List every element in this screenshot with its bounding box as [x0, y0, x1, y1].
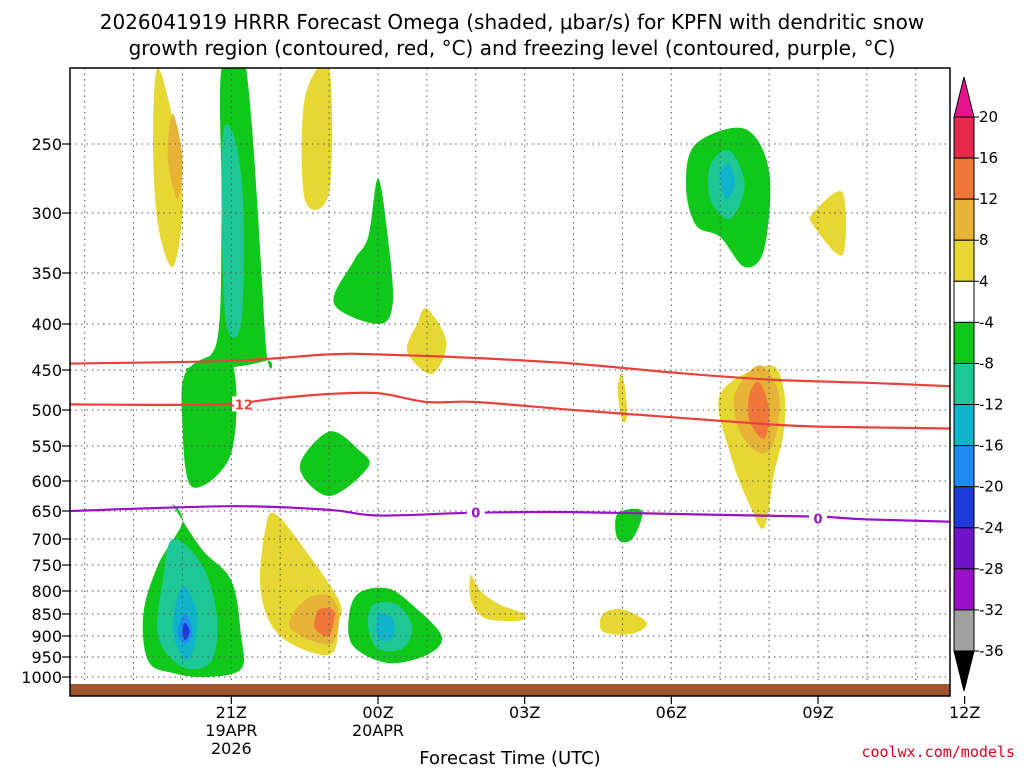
colorbar-bin [953, 486, 975, 529]
x-tick-label: 06Z [656, 703, 687, 722]
shaded-green-665 [615, 508, 643, 543]
colorbar-bin [953, 198, 975, 241]
contour-label-minus12-bg [232, 396, 251, 412]
colorbar-label: -4 [979, 313, 994, 331]
contour-label-minus12: -12 [229, 398, 253, 413]
colorbar-label: 20 [979, 108, 998, 126]
colorbar-label: 4 [979, 272, 989, 290]
colorbar-bin [953, 527, 975, 570]
colorbar-label: -20 [979, 478, 1004, 496]
shaded-teal-top-right [720, 163, 736, 200]
shaded-cyan-low-mid [376, 612, 395, 641]
colorbar-bin [953, 116, 975, 159]
y-tick-label: 800 [31, 582, 62, 601]
x-tick-label: 20APR [352, 721, 404, 740]
colorbar-bin [953, 239, 975, 282]
shaded-yellow-870 [599, 608, 648, 635]
colorbar-label: -8 [979, 354, 994, 372]
y-tick-label: 550 [31, 437, 62, 456]
contour-lines: -12 0 0 [70, 352, 950, 527]
colorbar-bin [953, 404, 975, 447]
colorbar-bin [953, 568, 975, 611]
colorbar-bin [953, 445, 975, 488]
colorbar-label: -24 [979, 519, 1004, 537]
colorbar-bin [953, 321, 975, 364]
shaded-yellow-820 [469, 575, 527, 622]
colorbar-bin [953, 157, 975, 200]
shaded-yellow-top-right [809, 190, 847, 256]
y-tick-label: 950 [31, 648, 62, 667]
colorbar-label: 16 [979, 149, 998, 167]
x-tick-label: 19APR [205, 721, 257, 740]
x-tick-label: 12Z [949, 703, 980, 722]
colorbar-label: -12 [979, 396, 1004, 414]
colorbar-top-arrow [953, 76, 975, 118]
y-tick-label: 900 [31, 627, 62, 646]
y-tick-label: 650 [31, 502, 62, 521]
contour-label-zero-2: 0 [813, 512, 822, 527]
contour-label-zero-1-bg [466, 504, 485, 520]
y-tick-label: 400 [31, 315, 62, 334]
colorbar-label: 12 [979, 190, 998, 208]
shaded-yellow-upper-left [153, 68, 183, 268]
contour-dgz-12c-lower [70, 391, 950, 430]
x-tick-label: 09Z [802, 703, 833, 722]
shaded-orange-upper-left [167, 113, 183, 200]
contour-freezing-level-0c [70, 505, 950, 523]
contour-dgz-12c-upper [70, 352, 950, 388]
terrain-band [70, 684, 950, 696]
y-axis-pressure: 250 300 350 400 450 500 550 600 650 700 750 800 850 9… [21, 135, 70, 687]
y-tick-label: 300 [31, 204, 62, 223]
x-tick-label: 21Z [216, 703, 247, 722]
y-tick-label: 750 [31, 556, 62, 575]
contour-label-zero-2-bg [809, 510, 827, 526]
x-axis-title: Forecast Time (UTC) [419, 748, 600, 768]
y-tick-label: 450 [31, 361, 62, 380]
colorbar-label: -16 [979, 437, 1004, 455]
terrain-rect [70, 684, 950, 696]
shaded-green-330 [333, 178, 394, 324]
credit-text: coolwx.com/models [861, 743, 1015, 761]
x-tick-label: 03Z [509, 703, 540, 722]
omega-colorbar: 20 16 12 8 4 -4 -8 -12 -16 -20 -24 -28 -32 -36 [953, 76, 1004, 692]
x-tick-label: 00Z [362, 703, 393, 722]
y-tick-label: 700 [31, 530, 62, 549]
shaded-band-cyan-core [221, 124, 244, 338]
plot-grid [70, 68, 950, 684]
shaded-green-570 [299, 431, 370, 496]
plot-frame [69, 67, 951, 697]
colorbar-label: -36 [979, 642, 1004, 660]
y-tick-label: 350 [31, 264, 62, 283]
colorbar-label: -32 [979, 601, 1004, 619]
shaded-band-green-mid [181, 354, 237, 488]
y-tick-label: 500 [31, 401, 62, 420]
colorbar-label: -28 [979, 560, 1004, 578]
omega-shaded-fields [142, 68, 847, 678]
chart-title-line2: growth region (contoured, red, °C) and f… [129, 36, 896, 60]
colorbar-bottom-arrow [953, 650, 975, 692]
y-tick-label: 1000 [21, 668, 62, 687]
shaded-yellow-410 [406, 308, 447, 375]
colorbar-bin [953, 609, 975, 652]
y-tick-label: 600 [31, 472, 62, 491]
colorbar-bin [953, 362, 975, 406]
colorbar-bin [953, 280, 975, 323]
x-tick-label: 2026 [211, 739, 252, 758]
chart-title-line1: 2026041919 HRRR Forecast Omega (shaded, … [100, 10, 925, 34]
y-tick-label: 250 [31, 135, 62, 154]
shaded-dark-blue-low-left [182, 622, 190, 641]
contour-label-zero-1: 0 [471, 507, 480, 522]
colorbar-label: 8 [979, 231, 989, 249]
shaded-yellow-top-mid [301, 68, 333, 210]
y-tick-label: 850 [31, 605, 62, 624]
